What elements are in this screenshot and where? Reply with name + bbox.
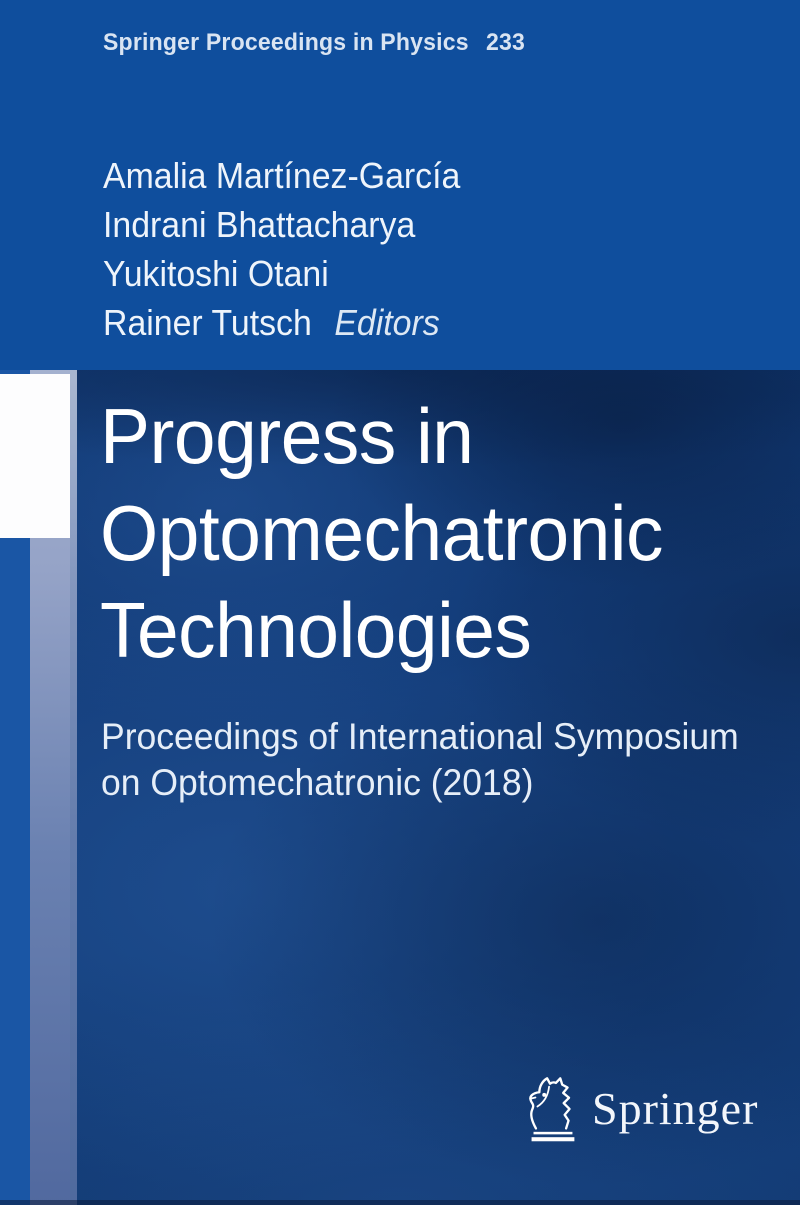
editor-name: Yukitoshi Otani [103,253,329,294]
top-band: Springer Proceedings in Physics 233 Amal… [0,0,800,370]
series-name: Springer Proceedings in Physics [103,29,469,56]
book-title-line: Progress in [100,392,474,480]
book-subtitle-line: on Optomechatronic (2018) [101,762,534,803]
editor-name: Amalia Martínez-García [103,155,461,196]
book-subtitle: Proceedings of International Symposium o… [101,714,739,806]
cover-bottom-edge [0,1200,800,1205]
publisher-name: Springer [592,1082,759,1134]
springer-horse-icon [529,1077,575,1142]
left-accent-strip-highlight [70,370,77,1205]
editor-name: Indrani Bhattacharya [103,204,416,245]
series-volume-number: 233 [486,29,526,56]
white-corner-notch [0,374,70,538]
editors-list: Amalia Martínez-García Indrani Bhattacha… [103,151,460,347]
editor-name-with-role: Rainer Tutsch Editors [103,298,460,347]
book-title-line: Technologies [100,586,532,674]
editors-role-label: Editors [334,302,440,343]
publisher-logo: Springer [524,1072,758,1144]
editor-name: Rainer Tutsch [103,302,312,343]
cover-main-area: Progress in Optomechatronic Technologies… [0,370,800,1205]
series-header: Springer Proceedings in Physics 233 [103,29,525,57]
book-subtitle-line: Proceedings of International Symposium [101,716,739,757]
book-title-line: Optomechatronic [100,489,663,577]
book-title: Progress in Optomechatronic Technologies [100,388,663,679]
